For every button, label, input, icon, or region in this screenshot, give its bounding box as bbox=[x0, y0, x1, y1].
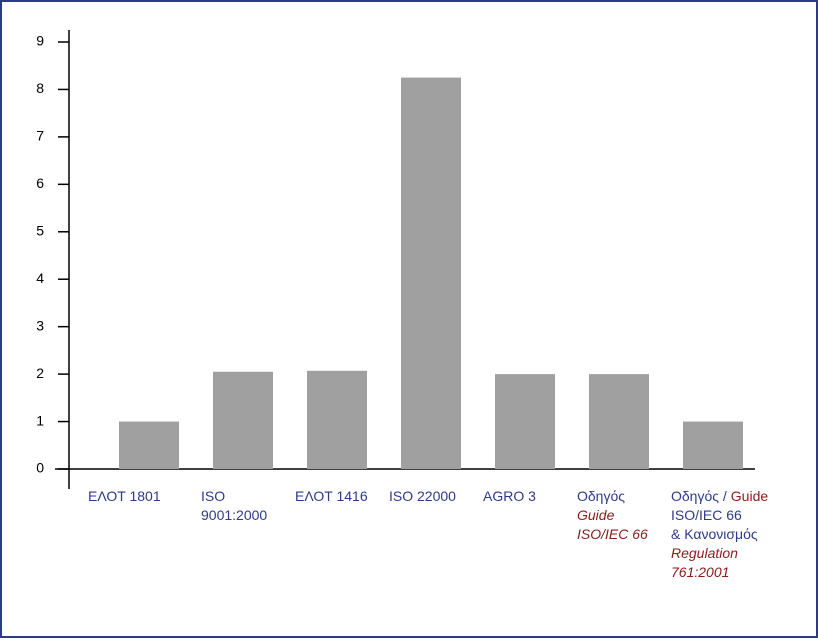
x-tick-label: Regulation bbox=[671, 545, 738, 561]
bar bbox=[401, 77, 461, 469]
bar bbox=[589, 374, 649, 469]
label-part: Regulation bbox=[671, 545, 738, 561]
x-tick-label: 9001:2000 bbox=[201, 507, 267, 523]
label-part: ISO/IEC 66 bbox=[671, 507, 742, 523]
label-part: Guide bbox=[577, 507, 615, 523]
label-part: Οδηγός / bbox=[671, 488, 727, 504]
x-tick-label: Guide bbox=[577, 507, 615, 523]
label-part: ΕΛΟΤ 1416 bbox=[295, 488, 368, 504]
bar bbox=[683, 421, 743, 469]
x-tick-label: ISO bbox=[201, 488, 225, 504]
bar bbox=[119, 421, 179, 469]
bar bbox=[495, 374, 555, 469]
y-tick-label: 9 bbox=[36, 33, 44, 49]
label-part: & Κανονισμός bbox=[671, 526, 758, 542]
y-tick-label: 8 bbox=[36, 80, 44, 96]
x-tick-label: AGRO 3 bbox=[483, 488, 536, 504]
x-tick-label: ISO/IEC 66 bbox=[577, 526, 648, 542]
bar bbox=[213, 371, 273, 469]
y-tick-label: 6 bbox=[36, 175, 44, 191]
x-tick-label: ΕΛΟΤ 1416 bbox=[295, 488, 368, 504]
y-tick-label: 2 bbox=[36, 365, 44, 381]
x-tick-label: & Κανονισμός bbox=[671, 526, 758, 542]
label-part: ISO bbox=[201, 488, 225, 504]
y-tick-label: 3 bbox=[36, 317, 44, 333]
y-tick-label: 1 bbox=[36, 412, 44, 428]
label-part: Guide bbox=[731, 488, 769, 504]
y-tick-label: 5 bbox=[36, 222, 44, 238]
y-tick-label: 4 bbox=[36, 270, 44, 286]
label-part: ISO 22000 bbox=[389, 488, 456, 504]
y-tick-label: 7 bbox=[36, 128, 44, 144]
bar bbox=[307, 370, 367, 469]
label-part: 761:2001 bbox=[671, 564, 729, 580]
label-part: ΕΛΟΤ 1801 bbox=[88, 488, 161, 504]
y-tick-label: 0 bbox=[36, 460, 44, 476]
label-part: AGRO 3 bbox=[483, 488, 536, 504]
x-tick-label: ISO 22000 bbox=[389, 488, 456, 504]
label-part: Οδηγός bbox=[577, 488, 625, 504]
x-tick-label: ΕΛΟΤ 1801 bbox=[88, 488, 161, 504]
label-part: ISO/IEC 66 bbox=[577, 526, 648, 542]
x-tick-label: Οδηγός / Guide bbox=[671, 488, 768, 504]
label-part: 9001:2000 bbox=[201, 507, 267, 523]
x-tick-label: Οδηγός bbox=[577, 488, 625, 504]
x-tick-label: 761:2001 bbox=[671, 564, 729, 580]
x-tick-label: ISO/IEC 66 bbox=[671, 507, 742, 523]
